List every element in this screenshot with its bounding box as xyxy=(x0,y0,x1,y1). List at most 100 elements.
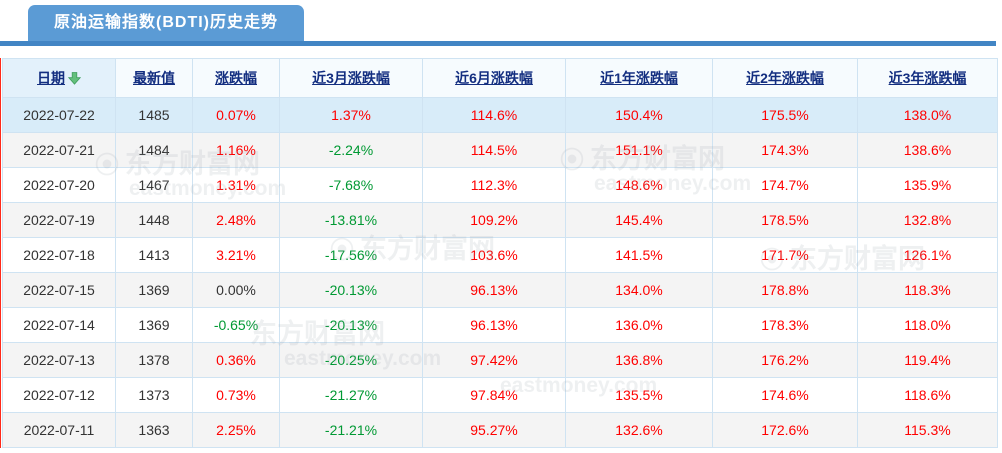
chg-3m-cell: -21.21% xyxy=(279,412,423,448)
column-header-1y-change: 近1年涨跌幅 xyxy=(565,58,713,98)
sort-link-1y-change[interactable]: 近1年涨跌幅 xyxy=(600,70,678,86)
chg-3y-cell: 132.8% xyxy=(857,202,998,238)
chg-3m-cell: -20.25% xyxy=(279,342,423,378)
chg-3y-cell: 115.3% xyxy=(857,412,998,448)
date-cell: 2022-07-19 xyxy=(2,202,116,238)
sort-link-change[interactable]: 涨跌幅 xyxy=(215,70,257,86)
chg-1y-cell: 145.4% xyxy=(565,202,713,238)
chg-1y-cell: 135.5% xyxy=(565,377,713,413)
table-row: 2022-07-15 1369 0.00% -20.13% 96.13% 134… xyxy=(2,272,998,308)
date-cell: 2022-07-11 xyxy=(2,412,116,448)
column-header-latest-value: 最新值 xyxy=(115,58,193,98)
chg-3m-cell: 1.37% xyxy=(279,97,423,133)
chg-1y-cell: 150.4% xyxy=(565,97,713,133)
date-cell: 2022-07-13 xyxy=(2,342,116,378)
chg-2y-cell: 178.8% xyxy=(712,272,858,308)
chg-3m-cell: -13.81% xyxy=(279,202,423,238)
chg-2y-cell: 171.7% xyxy=(712,237,858,273)
chg-6m-cell: 97.84% xyxy=(422,377,566,413)
chg-1y-cell: 136.8% xyxy=(565,342,713,378)
table-row: 2022-07-14 1369 -0.65% -20.13% 96.13% 13… xyxy=(2,307,998,343)
column-header-3m-change: 近3月涨跌幅 xyxy=(279,58,423,98)
change-cell: 1.31% xyxy=(192,167,280,203)
change-cell: 0.73% xyxy=(192,377,280,413)
chg-1y-cell: 151.1% xyxy=(565,132,713,168)
change-cell: 2.25% xyxy=(192,412,280,448)
chg-2y-cell: 174.7% xyxy=(712,167,858,203)
change-cell: -0.65% xyxy=(192,307,280,343)
chg-2y-cell: 178.3% xyxy=(712,307,858,343)
chg-2y-cell: 174.6% xyxy=(712,377,858,413)
chg-6m-cell: 112.3% xyxy=(422,167,566,203)
column-header-6m-change: 近6月涨跌幅 xyxy=(422,58,566,98)
latest-value-cell: 1373 xyxy=(115,377,193,413)
column-header-3y-change: 近3年涨跌幅 xyxy=(857,58,998,98)
bdti-history-table: 日期 最新值 涨跌幅 近3月涨跌幅 近6月涨跌幅 近1年涨跌幅 近2年涨跌幅 近… xyxy=(2,58,998,448)
chg-3m-cell: -7.68% xyxy=(279,167,423,203)
date-cell: 2022-07-21 xyxy=(2,132,116,168)
chg-1y-cell: 141.5% xyxy=(565,237,713,273)
chg-6m-cell: 97.42% xyxy=(422,342,566,378)
latest-value-cell: 1369 xyxy=(115,272,193,308)
tab-bdti-history[interactable]: 原油运输指数(BDTI)历史走势 xyxy=(28,5,304,41)
chg-3m-cell: -17.56% xyxy=(279,237,423,273)
sort-link-latest-value[interactable]: 最新值 xyxy=(133,70,175,86)
latest-value-cell: 1485 xyxy=(115,97,193,133)
tab-underline-bar xyxy=(0,41,996,46)
chg-2y-cell: 174.3% xyxy=(712,132,858,168)
chg-2y-cell: 175.5% xyxy=(712,97,858,133)
change-cell: 0.07% xyxy=(192,97,280,133)
header-row: 日期 最新值 涨跌幅 近3月涨跌幅 近6月涨跌幅 近1年涨跌幅 近2年涨跌幅 近… xyxy=(2,58,998,98)
column-header-date: 日期 xyxy=(2,58,116,98)
latest-value-cell: 1467 xyxy=(115,167,193,203)
chg-6m-cell: 109.2% xyxy=(422,202,566,238)
table-row: 2022-07-13 1378 0.36% -20.25% 97.42% 136… xyxy=(2,342,998,378)
chg-1y-cell: 132.6% xyxy=(565,412,713,448)
table-row: 2022-07-18 1413 3.21% -17.56% 103.6% 141… xyxy=(2,237,998,273)
chg-3m-cell: -20.13% xyxy=(279,272,423,308)
page-title: 原油运输指数(BDTI)历史走势 xyxy=(54,14,278,31)
change-cell: 1.16% xyxy=(192,132,280,168)
date-cell: 2022-07-22 xyxy=(2,97,116,133)
chg-2y-cell: 176.2% xyxy=(712,342,858,378)
table-row: 2022-07-19 1448 2.48% -13.81% 109.2% 145… xyxy=(2,202,998,238)
table-row: 2022-07-11 1363 2.25% -21.21% 95.27% 132… xyxy=(2,412,998,448)
date-cell: 2022-07-15 xyxy=(2,272,116,308)
sort-link-3y-change[interactable]: 近3年涨跌幅 xyxy=(888,70,967,86)
chg-3y-cell: 138.6% xyxy=(857,132,998,168)
chg-3y-cell: 119.4% xyxy=(857,342,998,378)
date-cell: 2022-07-12 xyxy=(2,377,116,413)
chg-6m-cell: 96.13% xyxy=(422,272,566,308)
date-cell: 2022-07-20 xyxy=(2,167,116,203)
sort-link-date[interactable]: 日期 xyxy=(37,70,65,86)
table-row: 2022-07-12 1373 0.73% -21.27% 97.84% 135… xyxy=(2,377,998,413)
change-cell: 0.36% xyxy=(192,342,280,378)
sort-link-2y-change[interactable]: 近2年涨跌幅 xyxy=(746,70,824,86)
chg-1y-cell: 148.6% xyxy=(565,167,713,203)
chg-6m-cell: 114.6% xyxy=(422,97,566,133)
latest-value-cell: 1448 xyxy=(115,202,193,238)
left-red-border xyxy=(0,58,1,448)
latest-value-cell: 1369 xyxy=(115,307,193,343)
chg-2y-cell: 172.6% xyxy=(712,412,858,448)
chg-3m-cell: -20.13% xyxy=(279,307,423,343)
date-cell: 2022-07-18 xyxy=(2,237,116,273)
column-header-change: 涨跌幅 xyxy=(192,58,280,98)
chg-1y-cell: 136.0% xyxy=(565,307,713,343)
sort-link-6m-change[interactable]: 近6月涨跌幅 xyxy=(455,70,533,86)
chg-6m-cell: 103.6% xyxy=(422,237,566,273)
chg-3m-cell: -21.27% xyxy=(279,377,423,413)
latest-value-cell: 1484 xyxy=(115,132,193,168)
sort-link-3m-change[interactable]: 近3月涨跌幅 xyxy=(312,70,390,86)
chg-3y-cell: 126.1% xyxy=(857,237,998,273)
chg-2y-cell: 178.5% xyxy=(712,202,858,238)
chg-3y-cell: 118.6% xyxy=(857,377,998,413)
sort-desc-arrow-icon xyxy=(67,72,82,88)
chg-3m-cell: -2.24% xyxy=(279,132,423,168)
chg-6m-cell: 95.27% xyxy=(422,412,566,448)
chg-6m-cell: 114.5% xyxy=(422,132,566,168)
table-row: 2022-07-20 1467 1.31% -7.68% 112.3% 148.… xyxy=(2,167,998,203)
chg-6m-cell: 96.13% xyxy=(422,307,566,343)
table-body: 2022-07-22 1485 0.07% 1.37% 114.6% 150.4… xyxy=(2,97,998,448)
change-cell: 2.48% xyxy=(192,202,280,238)
